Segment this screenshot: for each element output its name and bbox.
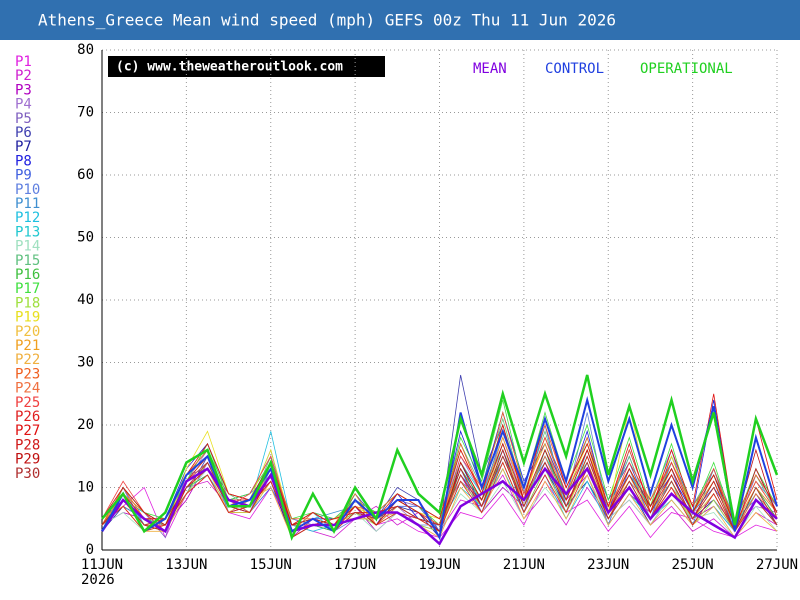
x-tick-label: 21JUN xyxy=(503,557,545,573)
y-tick-label: 0 xyxy=(86,542,94,558)
watermark: (c) www.theweatheroutlook.com xyxy=(116,60,343,75)
legend-label: MEAN xyxy=(473,61,507,77)
legend-label: P19 xyxy=(15,310,40,326)
legend-label: P3 xyxy=(15,82,32,98)
legend-label: P8 xyxy=(15,153,32,169)
watermark-box xyxy=(108,56,385,77)
legend-label: P15 xyxy=(15,253,40,269)
series-line xyxy=(101,393,778,532)
legend-label: P27 xyxy=(15,423,40,439)
legend-label: P26 xyxy=(15,409,40,425)
legend-label: P23 xyxy=(15,366,40,382)
x-tick-label: 15JUN xyxy=(250,557,292,573)
x-tick-label: 23JUN xyxy=(587,557,629,573)
y-tick-label: 80 xyxy=(77,42,94,58)
x-tick-label: 25JUN xyxy=(672,557,714,573)
legend-label: P22 xyxy=(15,352,40,368)
x-tick-label: 13JUN xyxy=(165,557,207,573)
x-tick-label: 11JUN xyxy=(81,557,123,573)
series-line xyxy=(101,374,779,542)
series-line xyxy=(100,466,778,546)
y-tick-label: 70 xyxy=(77,105,94,121)
legend-label: P21 xyxy=(15,338,40,354)
legend-label: P17 xyxy=(15,281,40,297)
chart-title: Athens_Greece Mean wind speed (mph) GEFS… xyxy=(38,11,616,30)
legend-label: P9 xyxy=(15,168,32,184)
legend-label: P20 xyxy=(15,324,40,340)
legend-label: P28 xyxy=(15,437,40,453)
legend-label: P18 xyxy=(15,295,40,311)
legend-label: P16 xyxy=(15,267,40,283)
legend-label: P12 xyxy=(15,210,40,226)
y-tick-label: 10 xyxy=(77,480,94,496)
legend-label: P10 xyxy=(15,182,40,198)
legend-label: P1 xyxy=(15,54,32,70)
y-tick-label: 60 xyxy=(77,167,94,183)
legend-label: P30 xyxy=(15,466,40,482)
legend-label: P6 xyxy=(15,125,32,141)
x-year-label: 2026 xyxy=(81,572,115,588)
y-tick-label: 30 xyxy=(77,355,94,371)
legend-label: P14 xyxy=(15,239,40,255)
legend-label: CONTROL xyxy=(545,61,604,77)
legend-label: P4 xyxy=(15,97,32,113)
legend-label: P24 xyxy=(15,381,40,397)
x-tick-label: 19JUN xyxy=(418,557,460,573)
y-tick-label: 40 xyxy=(77,292,94,308)
y-tick-label: 20 xyxy=(77,417,94,433)
legend-label: P11 xyxy=(15,196,40,212)
series-line xyxy=(101,396,778,541)
legend-label: P13 xyxy=(15,224,40,240)
legend-label: P29 xyxy=(15,452,40,468)
x-tick-label: 17JUN xyxy=(334,557,376,573)
legend-label: P5 xyxy=(15,111,32,127)
legend-label: OPERATIONAL xyxy=(640,61,733,77)
y-tick-label: 50 xyxy=(77,230,94,246)
x-tick-label: 27JUN xyxy=(756,557,798,573)
legend-label: P2 xyxy=(15,68,32,84)
title-bar xyxy=(0,0,800,40)
legend-label: P7 xyxy=(15,139,32,155)
legend-label: P25 xyxy=(15,395,40,411)
